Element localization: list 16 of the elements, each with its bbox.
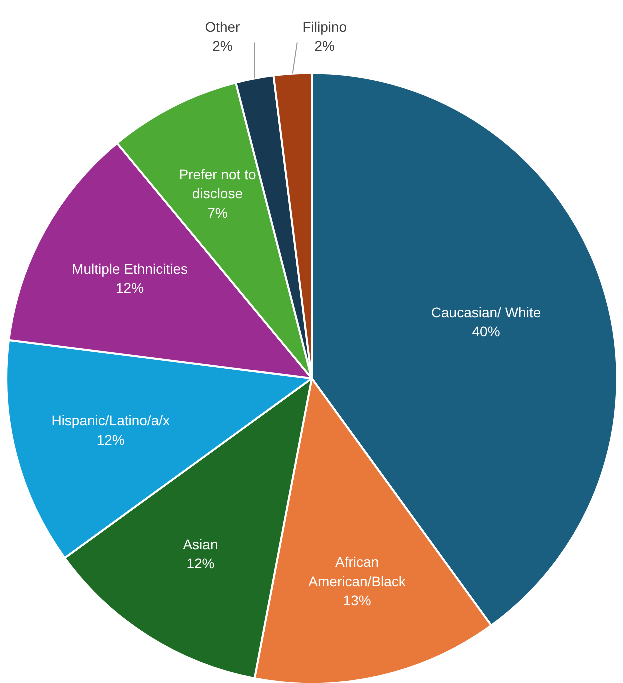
- slice-label: Prefer not to disclose: [179, 166, 256, 202]
- slice-label: Hispanic/Latino/a/x: [52, 412, 170, 429]
- data-label: 12%: [116, 280, 144, 296]
- slice-label: Other: [205, 19, 241, 36]
- data-label: 13%: [343, 592, 372, 609]
- slice-label: Filipino: [302, 19, 348, 36]
- data-label: 7%: [208, 204, 228, 221]
- data-label: 40%: [472, 324, 500, 340]
- data-label: 12%: [96, 432, 125, 448]
- slice-label: Caucasian/ White: [431, 304, 542, 320]
- data-label: 12%: [186, 556, 215, 572]
- data-label: 2%: [212, 38, 233, 54]
- slice-label: African American/Black: [308, 554, 407, 590]
- data-label: 2%: [314, 38, 336, 54]
- slice-label: Asian: [183, 536, 218, 552]
- slice-label: Multiple Ethnicities: [72, 261, 188, 278]
